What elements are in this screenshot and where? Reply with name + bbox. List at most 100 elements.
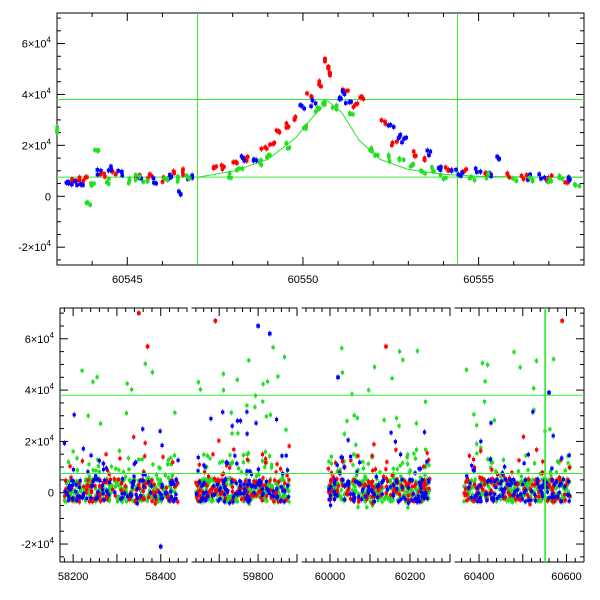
data-point	[213, 485, 218, 489]
data-point	[501, 491, 505, 495]
data-point	[84, 477, 88, 482]
data-point	[274, 498, 278, 502]
data-point	[342, 465, 346, 469]
data-point	[357, 495, 361, 499]
data-point	[531, 410, 535, 414]
data-point	[546, 180, 551, 184]
data-point	[139, 488, 144, 492]
data-point	[411, 149, 416, 154]
data-point	[245, 494, 250, 498]
data-point	[132, 479, 136, 483]
data-point	[462, 484, 466, 488]
data-point	[287, 489, 291, 493]
data-point	[388, 485, 392, 489]
data-point	[321, 101, 325, 106]
data-point	[379, 485, 383, 489]
data-point	[268, 479, 272, 483]
data-point	[503, 465, 507, 469]
data-point	[425, 148, 430, 153]
data-point	[243, 479, 248, 483]
data-point	[528, 487, 532, 491]
data-point	[532, 408, 536, 412]
data-point	[315, 106, 320, 110]
data-point	[514, 497, 518, 501]
data-point	[160, 496, 165, 500]
data-point	[364, 494, 368, 499]
data-point	[423, 488, 427, 492]
data-point	[267, 491, 271, 496]
data-point	[403, 494, 407, 498]
data-point	[109, 490, 113, 494]
data-point	[507, 476, 512, 480]
data-point	[172, 497, 177, 501]
data-point	[368, 500, 373, 504]
data-point	[198, 494, 202, 498]
data-point	[345, 419, 349, 423]
data-point	[346, 492, 350, 497]
data-point	[479, 449, 483, 453]
data-point	[443, 165, 448, 170]
data-point	[526, 468, 530, 472]
data-point	[178, 192, 183, 196]
data-point	[121, 470, 126, 474]
data-point	[268, 454, 272, 458]
data-point	[508, 483, 512, 487]
data-point	[494, 499, 499, 503]
data-point	[403, 479, 407, 483]
data-point	[287, 478, 291, 482]
data-point	[330, 489, 334, 493]
data-point	[99, 168, 103, 173]
data-point	[62, 441, 67, 445]
data-point	[319, 84, 323, 89]
data-point	[78, 479, 82, 483]
data-point	[390, 473, 394, 477]
data-point	[63, 489, 67, 494]
data-point	[244, 159, 249, 163]
data-point	[240, 156, 245, 160]
data-point	[265, 491, 269, 495]
data-point	[84, 499, 88, 503]
data-point	[366, 480, 371, 484]
data-point	[265, 499, 269, 503]
data-point	[235, 378, 239, 382]
data-point	[518, 482, 522, 486]
data-point	[392, 483, 396, 487]
data-point	[187, 176, 192, 181]
data-point	[211, 478, 215, 482]
data-point	[275, 495, 279, 499]
data-point	[222, 165, 226, 169]
data-point	[204, 486, 209, 490]
data-point	[259, 163, 264, 167]
data-point	[162, 176, 166, 181]
data-point	[141, 479, 145, 483]
data-point	[472, 412, 476, 417]
data-point	[172, 499, 176, 503]
data-point	[524, 454, 528, 458]
data-point	[217, 439, 221, 443]
data-point	[456, 172, 461, 177]
data-point	[287, 500, 291, 504]
data-point	[176, 458, 180, 462]
data-point	[484, 493, 488, 497]
data-point	[514, 178, 519, 183]
data-point	[163, 491, 167, 495]
data-point	[252, 479, 256, 484]
data-point	[563, 485, 567, 489]
data-point	[278, 478, 282, 482]
data-point	[225, 498, 229, 502]
data-point	[485, 498, 489, 503]
data-point	[206, 494, 210, 498]
data-point	[525, 493, 529, 497]
data-point	[577, 184, 582, 188]
data-point	[482, 490, 486, 495]
data-point	[211, 498, 215, 503]
data-point	[132, 435, 136, 439]
data-point	[75, 183, 79, 187]
data-point	[224, 500, 228, 504]
data-point	[340, 370, 344, 375]
data-point	[250, 497, 254, 501]
data-point	[131, 483, 135, 487]
data-point	[384, 467, 388, 471]
data-point	[67, 496, 71, 500]
data-point	[521, 177, 526, 181]
